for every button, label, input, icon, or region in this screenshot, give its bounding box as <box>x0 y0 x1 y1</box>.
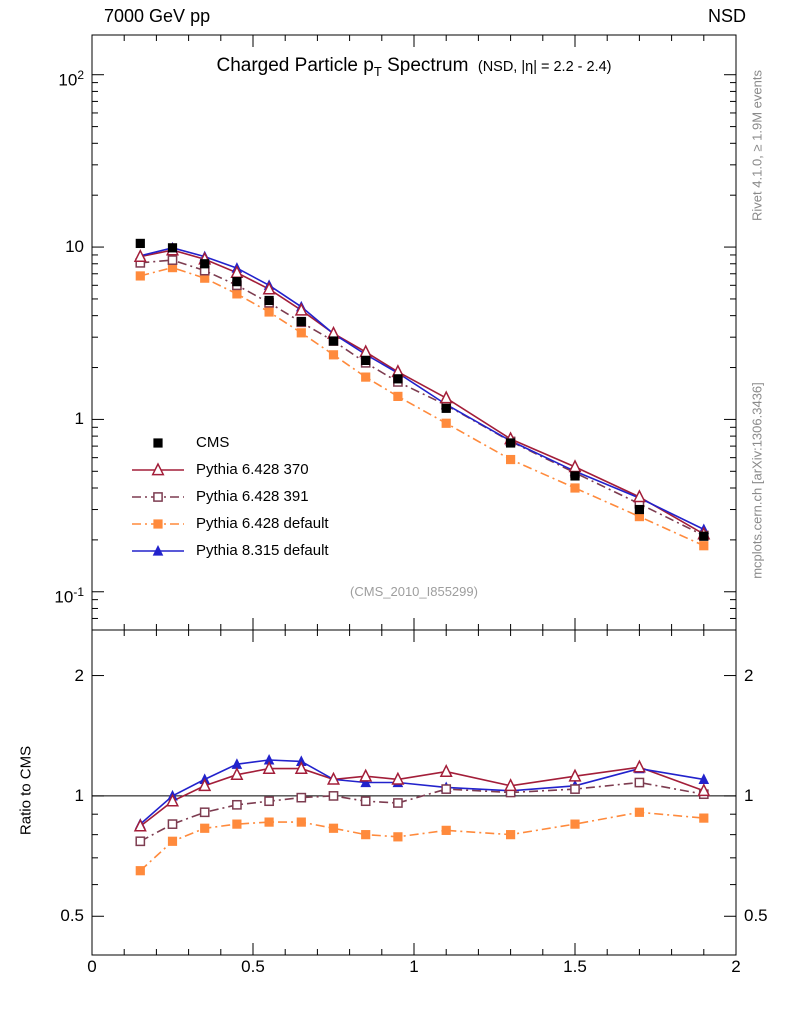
title-post: Spectrum <box>381 55 469 76</box>
legend-item: CMS <box>130 429 329 456</box>
legend-marker-sample <box>132 518 184 529</box>
legend-marker-sample <box>132 544 184 556</box>
rivet-version-note: Rivet 4.1.0, ≥ 1.9M events <box>749 70 765 221</box>
x-tick-label: 1 <box>409 957 419 976</box>
y-tick-label: 10-1 <box>54 584 84 607</box>
legend-marker-sample <box>153 437 163 448</box>
x-tick-label: 2 <box>731 957 741 976</box>
ratio-tick-label-right: 0.5 <box>744 906 768 926</box>
ratio-tick-label-left: 0.5 <box>60 906 84 926</box>
title-note: (NSD, |η| = 2.2 - 2.4) <box>477 59 612 75</box>
legend-label: Pythia 8.315 default <box>196 542 329 559</box>
ratio-tick-label-right: 1 <box>744 785 754 805</box>
mcplots-reference-note: mcplots.cern.ch [arXiv:1306.3436] <box>749 382 765 579</box>
ratio-tick-label-left: 1 <box>74 785 84 805</box>
x-tick-label: 1.5 <box>563 957 587 976</box>
legend-label: Pythia 6.428 391 <box>196 488 309 505</box>
beam-energy-label: 7000 GeV pp <box>104 6 211 26</box>
axes <box>91 34 737 956</box>
legend-item: Pythia 6.428 391 <box>130 483 329 510</box>
y-tick-label: 10 <box>65 237 84 257</box>
legend-item: Pythia 6.428 370 <box>130 456 329 483</box>
ratio-tick-label-left: 2 <box>74 665 84 685</box>
x-tick-label: 0 <box>87 957 97 976</box>
legend-item: Pythia 8.315 default <box>130 537 329 564</box>
legend-label: Pythia 6.428 default <box>196 515 329 532</box>
legend-item: Pythia 6.428 default <box>130 510 329 537</box>
series-lines <box>139 246 705 872</box>
y-tick-label: 102 <box>58 67 84 90</box>
legend-label: Pythia 6.428 370 <box>196 461 309 478</box>
legend-marker-sample <box>132 461 184 475</box>
event-class-label: NSD <box>707 6 746 26</box>
legend: CMS Pythia 6.428 370 Pythia 6.428 391 Pythi… <box>130 429 329 564</box>
x-tick-label: 0.5 <box>241 957 265 976</box>
title-text: Charged Particle pT Spectrum <box>216 55 469 79</box>
title-subscript: T <box>373 63 382 79</box>
ratio-axis-label: Ratio to CMS <box>17 745 35 836</box>
plot-title: Charged Particle pT Spectrum (NSD, |η| =… <box>92 55 736 79</box>
legend-marker-sample <box>132 491 184 502</box>
y-tick-label: 1 <box>74 409 84 429</box>
analysis-id-watermark: (CMS_2010_I855299) <box>350 584 478 599</box>
legend-label: CMS <box>196 434 230 451</box>
ratio-tick-label-right: 2 <box>744 665 754 685</box>
title-pre: Charged Particle p <box>216 55 374 76</box>
series-markers <box>133 238 711 876</box>
